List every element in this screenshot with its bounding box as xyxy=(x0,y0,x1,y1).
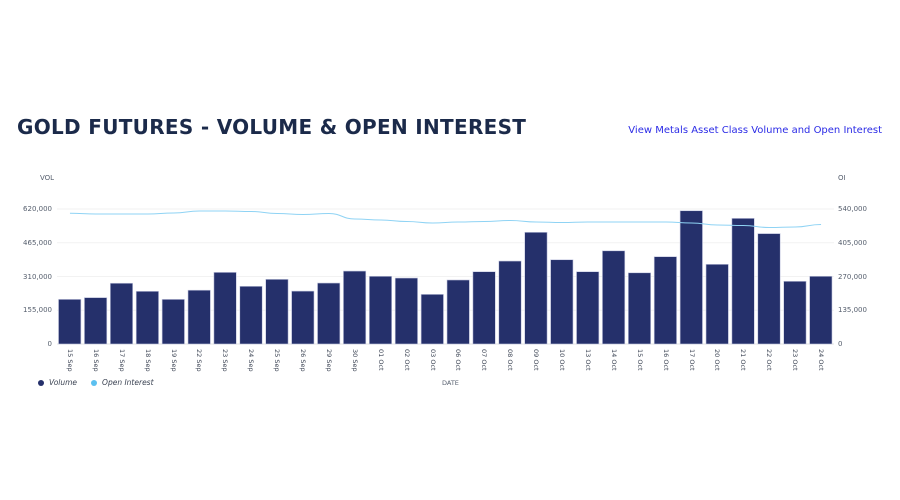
open-interest-line xyxy=(69,210,822,229)
x-tick-label: 21 Oct xyxy=(739,349,748,371)
x-tick-label: 30 Sep xyxy=(350,349,359,372)
left-y-tick: 620,000 xyxy=(23,205,52,213)
volume-bar[interactable] xyxy=(705,264,729,345)
right-y-tick: 540,000 xyxy=(838,205,867,213)
right-y-tick: 405,000 xyxy=(838,238,867,247)
view-metals-asset-class-link[interactable]: View Metals Asset Class Volume and Open … xyxy=(628,125,882,136)
x-tick-label: 22 Oct xyxy=(765,349,774,371)
right-y-tick: 0 xyxy=(838,340,843,348)
x-tick-label: 25 Sep xyxy=(273,349,282,372)
x-tick-label: 19 Sep xyxy=(169,349,178,372)
x-tick-label: 20 Oct xyxy=(713,349,722,371)
volume-bar[interactable] xyxy=(239,285,263,345)
volume-bar[interactable] xyxy=(653,256,677,345)
x-tick-label: 17 Oct xyxy=(687,349,696,371)
x-tick-label: 15 Sep xyxy=(65,349,74,372)
x-tick-label: 17 Sep xyxy=(117,349,126,372)
volume-bar[interactable] xyxy=(291,290,315,345)
legend-label-open-interest: Open Interest xyxy=(102,378,154,387)
x-tick-label: 13 Oct xyxy=(583,349,592,371)
open-interest-dot-icon xyxy=(91,379,98,386)
x-tick-label: 16 Sep xyxy=(91,349,100,372)
volume-bar[interactable] xyxy=(498,260,522,345)
volume-bars xyxy=(58,210,833,345)
legend-label-volume: Volume xyxy=(49,378,78,387)
x-tick-label: 15 Oct xyxy=(635,349,644,371)
volume-bar[interactable] xyxy=(317,282,341,345)
volume-bar[interactable] xyxy=(265,279,289,345)
volume-bar[interactable] xyxy=(550,259,574,345)
x-axis-title: DATE xyxy=(442,379,459,387)
x-tick-label: 23 Sep xyxy=(221,349,230,372)
x-tick-label: 22 Sep xyxy=(195,349,204,372)
x-tick-label: 24 Oct xyxy=(817,349,826,371)
x-tick-label: 14 Oct xyxy=(609,349,618,371)
volume-bar[interactable] xyxy=(809,275,833,345)
volume-bar[interactable] xyxy=(627,272,651,345)
x-tick-label: 02 Oct xyxy=(402,349,411,371)
volume-bar[interactable] xyxy=(368,275,392,345)
x-tick-label: 03 Oct xyxy=(428,349,437,371)
x-tick-label: 01 Oct xyxy=(376,349,385,371)
legend-item-volume[interactable]: Volume xyxy=(38,378,77,387)
left-y-tick: 310,000 xyxy=(23,272,52,281)
left-y-tick: 155,000 xyxy=(23,306,52,315)
left-y-tick: 465,000 xyxy=(23,238,52,247)
volume-bar[interactable] xyxy=(783,280,807,345)
x-tick-label: 07 Oct xyxy=(480,349,489,371)
volume-bar[interactable] xyxy=(472,271,496,345)
volume-bar[interactable] xyxy=(420,294,444,345)
left-axis-title: VOL xyxy=(40,174,55,182)
volume-bar[interactable] xyxy=(84,297,108,345)
volume-bar[interactable] xyxy=(187,289,211,345)
legend: Volume Open Interest xyxy=(38,378,154,387)
legend-item-open-interest[interactable]: Open Interest xyxy=(91,378,154,387)
volume-dot-icon xyxy=(38,379,44,386)
volume-bar[interactable] xyxy=(110,282,134,345)
x-tick-label: 24 Sep xyxy=(247,349,256,372)
volume-bar[interactable] xyxy=(58,299,82,345)
right-axis-title: OI xyxy=(838,174,846,182)
volume-bar[interactable] xyxy=(602,250,626,345)
x-tick-label: 23 Oct xyxy=(791,349,800,371)
x-tick-label: 06 Oct xyxy=(454,349,463,371)
right-y-tick: 270,000 xyxy=(838,272,867,281)
left-y-tick: 0 xyxy=(47,340,52,348)
gridlines xyxy=(57,208,834,345)
x-tick-label: 09 Oct xyxy=(532,349,541,371)
volume-bar[interactable] xyxy=(343,270,367,345)
volume-bar[interactable] xyxy=(161,299,185,345)
volume-bar[interactable] xyxy=(135,291,159,345)
volume-bar[interactable] xyxy=(524,231,548,345)
x-tick-label: 18 Sep xyxy=(143,349,152,372)
volume-bar[interactable] xyxy=(679,210,703,345)
x-tick-label: 08 Oct xyxy=(506,349,515,371)
right-y-tick: 135,000 xyxy=(838,306,867,315)
volume-bar[interactable] xyxy=(394,277,418,345)
volume-bar[interactable] xyxy=(731,218,755,345)
x-tick-label: 10 Oct xyxy=(558,349,567,371)
x-tick-label: 26 Sep xyxy=(299,349,308,372)
x-tick-label: 29 Sep xyxy=(324,349,333,372)
page-title: GOLD FUTURES - VOLUME & OPEN INTEREST xyxy=(17,115,527,139)
x-tick-label: 16 Oct xyxy=(661,349,670,371)
volume-bar[interactable] xyxy=(757,233,781,345)
volume-bar[interactable] xyxy=(213,272,237,345)
volume-bar[interactable] xyxy=(446,279,470,345)
volume-bar[interactable] xyxy=(576,271,600,345)
